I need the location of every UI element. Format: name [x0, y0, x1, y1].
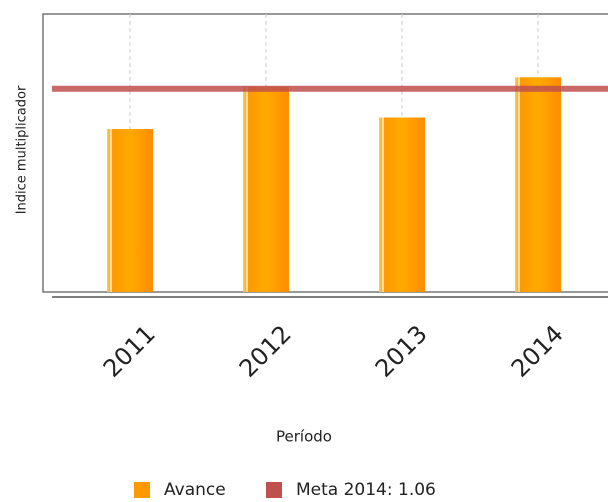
plot-frame	[42, 13, 608, 293]
legend-swatch	[266, 482, 282, 498]
legend-label: Meta 2014: 1.06	[296, 480, 436, 500]
bar	[515, 77, 561, 292]
x-tick-label: 2011	[98, 320, 161, 383]
legend-label: Avance	[164, 480, 226, 500]
x-tick-label: 2012	[234, 320, 297, 383]
x-tick-label: 2014	[506, 320, 569, 383]
x-tick-label: 2013	[370, 320, 433, 383]
bar	[107, 129, 153, 292]
bar	[379, 117, 425, 292]
y-axis-label: Indice multiplicador	[15, 85, 30, 214]
bar	[243, 86, 289, 293]
legend-swatch	[134, 482, 150, 498]
x-axis-label: Período	[276, 428, 332, 446]
